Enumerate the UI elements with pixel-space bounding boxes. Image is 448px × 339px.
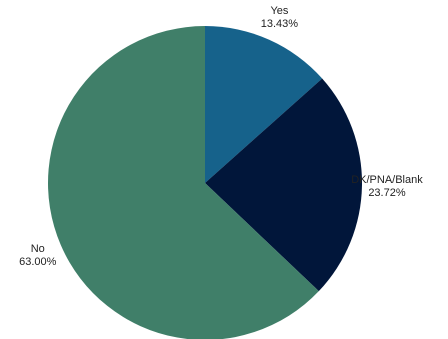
slice-percentage: 13.43% (261, 18, 299, 30)
slice-label-dk-pna-blank: DK/PNA/Blank 23.72% (351, 174, 423, 199)
slice-percentage: 23.72% (368, 187, 406, 199)
slices-group (48, 26, 362, 339)
pie-slice-yes (205, 26, 323, 183)
slice-label-yes: Yes 13.43% (261, 5, 299, 30)
slice-percentage: 63.00% (19, 256, 57, 268)
slice-category: DK/PNA/Blank (351, 174, 423, 186)
labels-group: Yes 13.43% DK/PNA/Blank 23.72% No 63.00% (19, 5, 423, 268)
slice-label-no: No 63.00% (19, 243, 57, 268)
pie-slice-dk-pna-blank (205, 78, 362, 292)
slice-category: Yes (270, 5, 288, 17)
slice-category: No (31, 243, 45, 255)
pie-slice-no (48, 26, 319, 339)
